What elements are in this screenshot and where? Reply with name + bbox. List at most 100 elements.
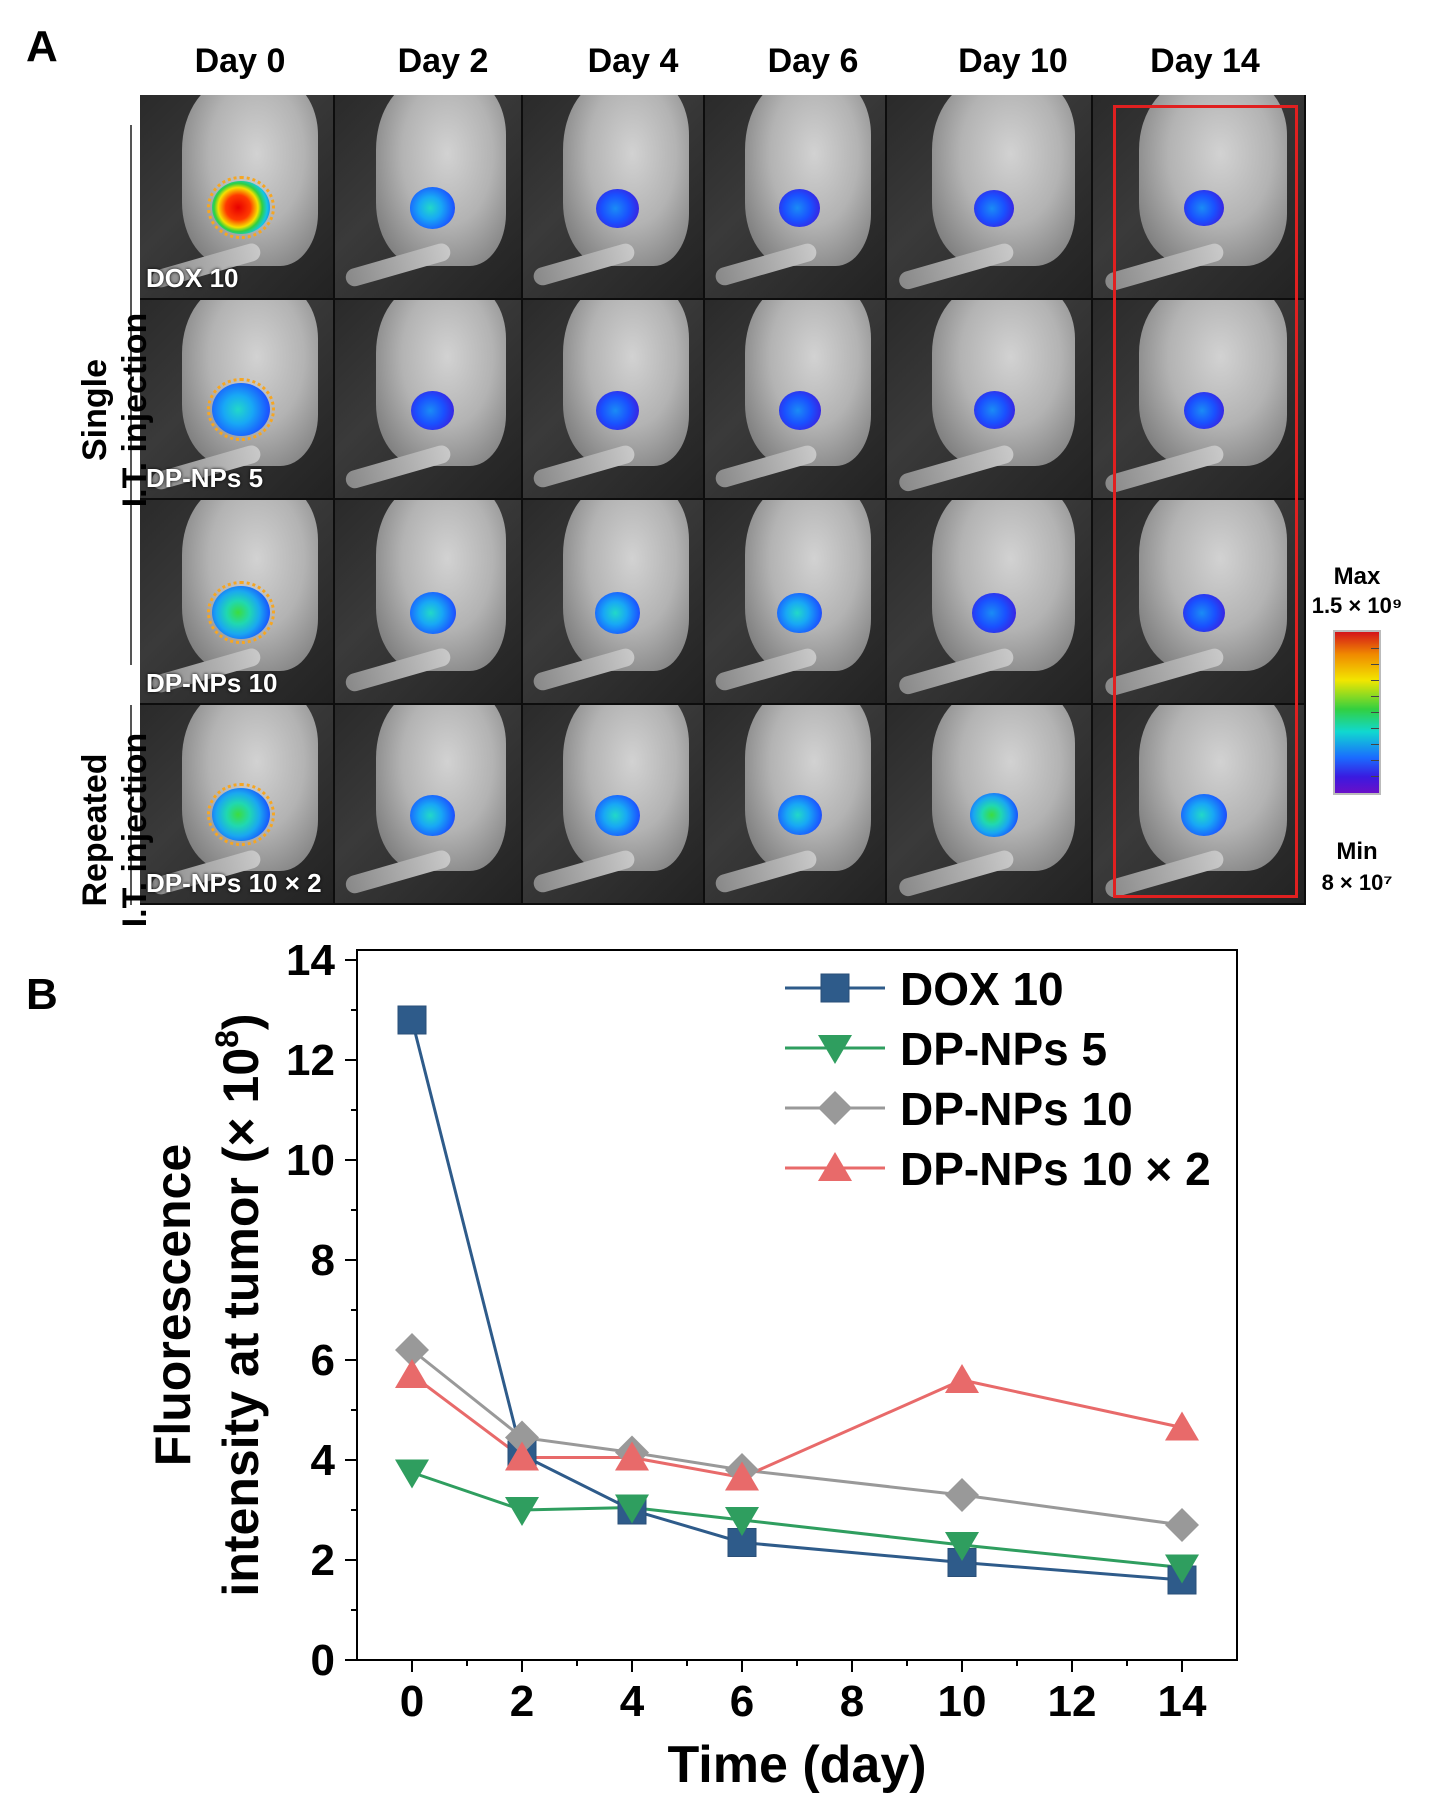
mouse-image-cell <box>335 300 521 498</box>
legend-marker <box>818 1091 852 1125</box>
series-line <box>411 1348 1183 1527</box>
mouse-image-cell <box>887 500 1091 703</box>
mouse-body <box>182 500 318 671</box>
y-tick-label: 12 <box>286 1036 335 1085</box>
y-tick-label: 4 <box>311 1436 336 1485</box>
mouse-body <box>931 300 1075 467</box>
mouse-image-cell <box>705 705 885 903</box>
mouse-body <box>375 300 507 467</box>
mouse-image-cell <box>1093 500 1304 703</box>
single-bracket-line <box>130 125 132 665</box>
mouse-body <box>375 95 507 266</box>
fluorescence-signal <box>207 175 276 240</box>
mouse-body <box>182 300 318 467</box>
legend-marker <box>818 1035 852 1064</box>
x-tick-label: 0 <box>400 1677 424 1726</box>
fluorescence-signal <box>595 592 641 634</box>
mouse-body <box>375 705 507 872</box>
colorbar <box>1333 630 1381 795</box>
fluorescence-signal <box>777 592 822 634</box>
row-label-single-line2: I.T. injection <box>116 312 154 508</box>
mouse-image-cell <box>335 500 521 703</box>
mouse-image-cell <box>523 300 703 498</box>
mouse-image-cell: DP-NPs 10 <box>140 500 333 703</box>
x-tick-label: 6 <box>730 1677 754 1726</box>
data-point <box>1165 1554 1199 1584</box>
legend-label: DP-NPs 10 <box>900 1083 1133 1135</box>
x-axis-ticks: 0 2 4 6 8 10 12 14 <box>400 1660 1207 1726</box>
series-line <box>411 1373 1183 1480</box>
colorbar-tick <box>1371 680 1379 681</box>
mouse-body <box>1139 95 1288 266</box>
mouse-image-cell: DP-NPs 5 <box>140 300 333 498</box>
data-point <box>397 1005 427 1035</box>
fluorescence-signal <box>1184 190 1224 227</box>
data-point <box>395 1459 429 1489</box>
x-tick-label: 12 <box>1048 1677 1097 1726</box>
colorbar-tick <box>1371 664 1379 665</box>
mouse-body <box>1139 705 1288 872</box>
row-label-single: Single I.T. injection <box>75 260 155 560</box>
day-label: Day 10 <box>958 42 1068 80</box>
data-point <box>505 1441 539 1471</box>
mouse-body <box>562 705 689 872</box>
y-tick-label: 0 <box>311 1636 335 1685</box>
data-point <box>725 1507 759 1536</box>
y-axis-ticks: 0 2 4 6 8 10 12 14 <box>286 936 357 1685</box>
series-line <box>410 1019 1183 1582</box>
mouse-body <box>744 300 871 467</box>
data-point <box>1165 1411 1199 1441</box>
colorbar-max-label: Max <box>1333 563 1381 590</box>
legend-label: DP-NPs 5 <box>900 1023 1107 1075</box>
data-point <box>945 1478 979 1512</box>
data-point <box>615 1494 649 1524</box>
fluorescence-signal <box>1183 391 1224 429</box>
mouse-image-cell <box>1093 705 1304 903</box>
x-tick-label: 14 <box>1158 1677 1207 1726</box>
y-tick-label: 6 <box>311 1336 335 1385</box>
data-point <box>1165 1508 1199 1542</box>
mouse-body <box>1139 500 1288 671</box>
fluorescence-signal <box>973 189 1015 227</box>
fluorescence-signal <box>409 591 456 635</box>
colorbar-tick <box>1371 648 1379 649</box>
fluorescence-signal <box>1180 793 1227 837</box>
legend-marker <box>818 1152 852 1181</box>
fluorescence-signal <box>1182 593 1225 633</box>
mouse-image-cell <box>887 705 1091 903</box>
data-point <box>395 1333 429 1367</box>
data-point <box>395 1359 429 1388</box>
data-point <box>615 1441 649 1471</box>
fluorescence-signal <box>207 580 276 645</box>
panel-b-letter: B <box>26 970 58 1019</box>
y-tick-label: 14 <box>286 936 335 985</box>
y-tick-label: 8 <box>311 1236 335 1285</box>
mouse-image-cell <box>705 95 885 298</box>
series-markers <box>395 1005 1199 1595</box>
x-axis-label: Time (day) <box>667 1736 926 1794</box>
fluorescence-signal <box>777 794 822 836</box>
colorbar-min-value: 8 × 10⁷ <box>1321 870 1393 895</box>
day-label: Day 0 <box>194 42 286 80</box>
mouse-body <box>744 500 871 671</box>
mouse-body <box>931 705 1075 872</box>
row-label-single-line1: Single <box>76 358 114 462</box>
mouse-body <box>744 705 871 872</box>
mouse-body <box>931 500 1075 671</box>
colorbar-tick <box>1371 776 1379 777</box>
fluorescence-signal <box>207 782 276 847</box>
data-point <box>945 1532 979 1561</box>
mouse-body <box>562 500 689 671</box>
mouse-body <box>1139 300 1288 467</box>
group-label: DP-NPs 5 <box>146 463 264 493</box>
colorbar-tick <box>1371 696 1379 697</box>
mouse-image-cell: DP-NPs 10 × 2 <box>140 705 333 903</box>
mouse-image-cell <box>523 95 703 298</box>
day14-highlight-box <box>1113 105 1298 898</box>
mouse-image-cell <box>705 300 885 498</box>
y-axis-label-line1: Fluorescence <box>145 1144 201 1466</box>
mouse-image-cell <box>887 95 1091 298</box>
fluorescence-signal <box>596 390 639 430</box>
x-tick-label: 8 <box>840 1677 864 1726</box>
group-label: DOX 10 <box>146 263 239 293</box>
